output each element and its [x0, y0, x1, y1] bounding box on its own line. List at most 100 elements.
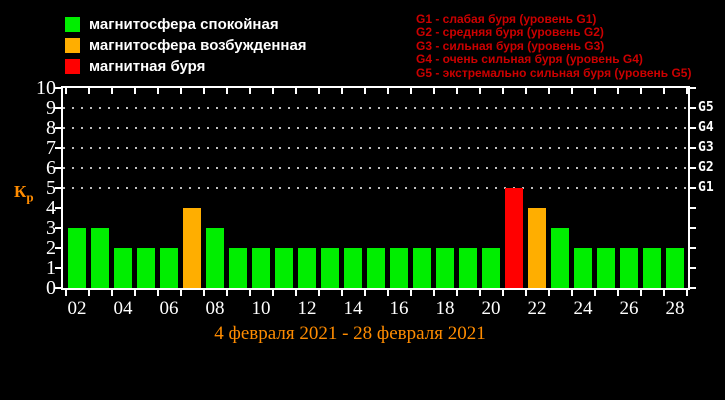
tick-right-kp-1	[690, 267, 696, 269]
tick-top-mark	[616, 88, 619, 94]
legend: магнитосфера спокойная магнитосфера возб…	[65, 14, 307, 77]
tick-top-mark	[156, 88, 159, 94]
legend-item-excited: магнитосфера возбужденная	[65, 35, 307, 55]
x-axis-label-02: 02	[67, 298, 87, 319]
x-axis-label-08: 08	[205, 298, 225, 319]
x-axis-label-26: 26	[619, 298, 639, 319]
tick-bottom-mark	[593, 290, 596, 296]
legend-label-storm: магнитная буря	[89, 57, 206, 75]
x-axis-label-28: 28	[665, 298, 685, 319]
tick-left-kp-7	[55, 147, 61, 149]
bar-day-25	[597, 248, 615, 288]
right-axis-label-g1: G1	[698, 180, 714, 195]
tick-right-kp-3	[690, 227, 696, 229]
tick-top-mark	[110, 88, 113, 94]
y-axis-label-9: 9	[46, 97, 56, 119]
tick-top-mark	[294, 88, 297, 94]
tick-right-kp-9	[690, 107, 696, 109]
tick-top-mark	[524, 88, 527, 94]
tick-top-mark	[455, 88, 458, 94]
tick-left-kp-9	[55, 107, 61, 109]
tick-left-kp-8	[55, 127, 61, 129]
tick-left-kp-4	[55, 207, 61, 209]
tick-bottom-mark	[547, 290, 550, 296]
excited-color-swatch	[65, 37, 80, 53]
tick-top-mark	[271, 88, 274, 94]
x-axis-label-10: 10	[251, 298, 271, 319]
bar-day-05	[137, 248, 155, 288]
gridline-kp-7	[63, 147, 688, 149]
g2-description: G2 - средняя буря (уровень G2)	[416, 25, 604, 40]
y-axis-label-2: 2	[46, 237, 56, 259]
y-axis-label-10: 10	[36, 77, 56, 99]
y-axis-label-5: 5	[46, 177, 56, 199]
bar-day-11	[275, 248, 293, 288]
tick-left-kp-6	[55, 167, 61, 169]
tick-top-mark	[133, 88, 136, 94]
tick-bottom-mark	[340, 290, 343, 296]
bar-day-21	[505, 188, 523, 288]
bar-day-10	[252, 248, 270, 288]
g1-description: G1 - слабая буря (уровень G1)	[416, 12, 597, 26]
tick-bottom-mark	[133, 290, 136, 296]
tick-bottom-mark	[501, 290, 504, 296]
tick-top-mark	[363, 88, 366, 94]
right-axis-label-g3: G3	[698, 140, 714, 155]
tick-top-mark	[248, 88, 251, 94]
tick-top-mark	[593, 88, 596, 94]
bar-day-15	[367, 248, 385, 288]
tick-top-mark	[432, 88, 435, 94]
tick-top-mark	[179, 88, 182, 94]
tick-right-kp-5	[690, 187, 696, 189]
legend-item-quiet: магнитосфера спокойная	[65, 14, 307, 34]
tick-left-kp-1	[55, 267, 61, 269]
tick-left-kp-2	[55, 247, 61, 249]
bar-day-19	[459, 248, 477, 288]
tick-bottom-mark	[110, 290, 113, 296]
tick-bottom-mark	[64, 290, 67, 296]
tick-top-mark	[662, 88, 665, 94]
tick-top-mark	[317, 88, 320, 94]
y-axis-label-1: 1	[46, 257, 56, 279]
bar-day-20	[482, 248, 500, 288]
tick-right-kp-2	[690, 247, 696, 249]
gridline-kp-5	[63, 187, 688, 189]
tick-top-mark	[409, 88, 412, 94]
right-axis-label-g2: G2	[698, 160, 714, 175]
bar-day-26	[620, 248, 638, 288]
y-axis-label-8: 8	[46, 117, 56, 139]
x-axis-label-16: 16	[389, 298, 409, 319]
tick-bottom-mark	[179, 290, 182, 296]
tick-bottom-mark	[616, 290, 619, 296]
x-axis-label-20: 20	[481, 298, 501, 319]
bar-day-13	[321, 248, 339, 288]
bar-day-04	[114, 248, 132, 288]
tick-top-mark	[547, 88, 550, 94]
tick-bottom-mark	[478, 290, 481, 296]
bar-day-16	[390, 248, 408, 288]
bar-day-02	[68, 228, 86, 288]
x-axis-label-24: 24	[573, 298, 593, 319]
tick-top-mark	[64, 88, 67, 94]
bar-day-14	[344, 248, 362, 288]
tick-right-kp-6	[690, 167, 696, 169]
tick-bottom-mark	[455, 290, 458, 296]
x-axis-label-18: 18	[435, 298, 455, 319]
bar-day-06	[160, 248, 178, 288]
y-axis-title-kp: Кр	[14, 182, 34, 205]
tick-top-mark	[501, 88, 504, 94]
gridline-kp-9	[63, 107, 688, 109]
tick-right-kp-8	[690, 127, 696, 129]
tick-bottom-mark	[317, 290, 320, 296]
tick-top-mark	[478, 88, 481, 94]
tick-bottom-mark	[524, 290, 527, 296]
right-axis-label-g5: G5	[698, 100, 714, 115]
tick-top-mark	[340, 88, 343, 94]
y-axis-label-6: 6	[46, 157, 56, 179]
bar-day-24	[574, 248, 592, 288]
x-axis-label-14: 14	[343, 298, 363, 319]
date-range-caption: 4 февраля 2021 - 28 февраля 2021	[214, 323, 486, 344]
tick-bottom-mark	[271, 290, 274, 296]
bar-day-22	[528, 208, 546, 288]
